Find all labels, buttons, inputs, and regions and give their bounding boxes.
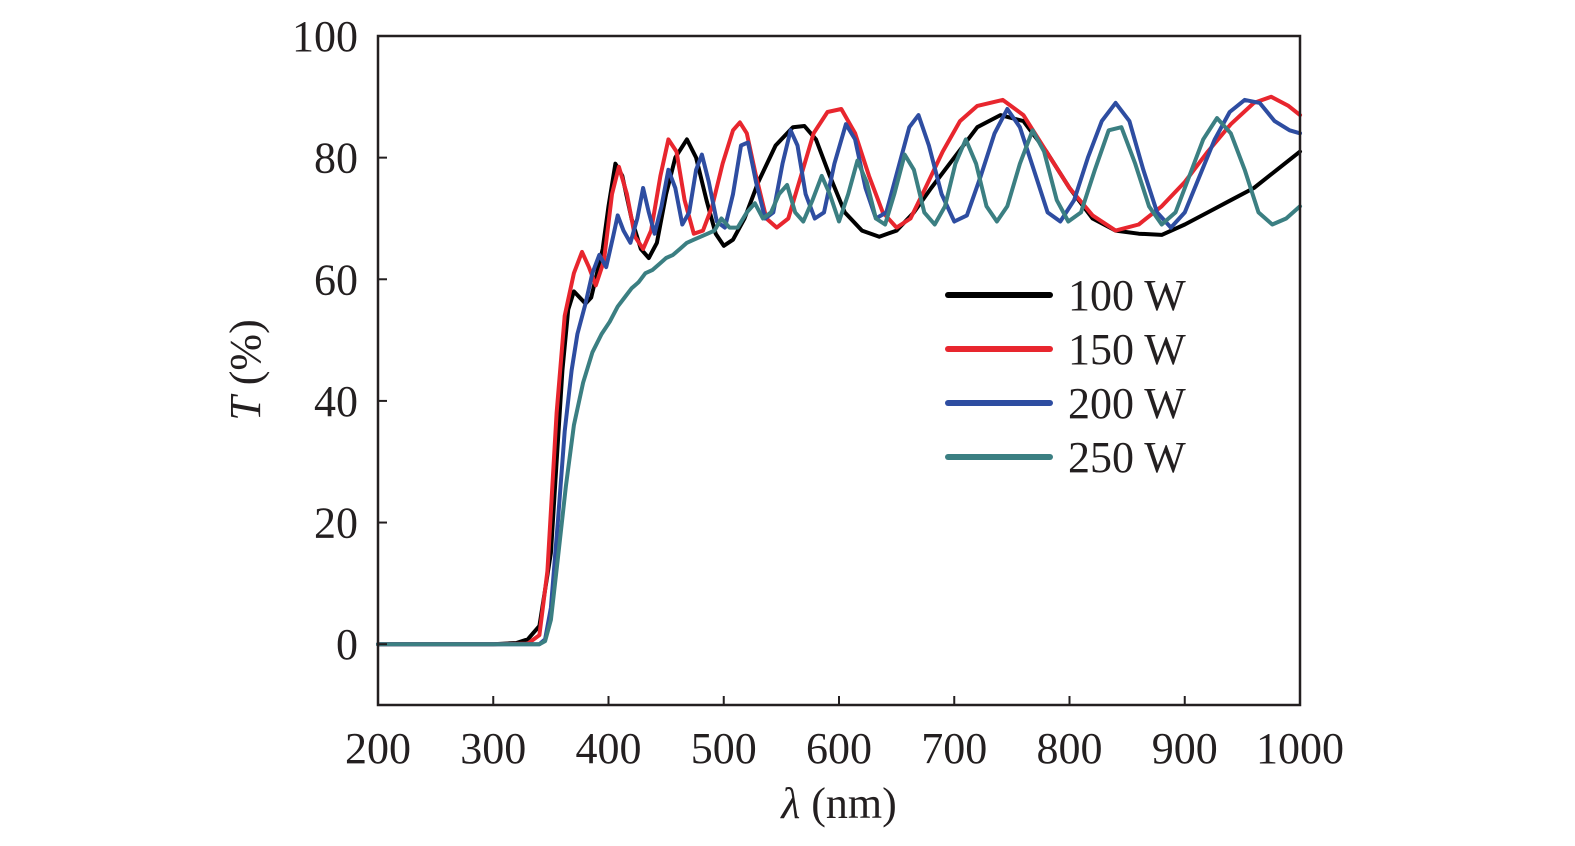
legend-label: 100 W (1068, 271, 1186, 320)
x-tick-label: 400 (576, 724, 642, 773)
y-axis-label: T (%) (221, 319, 270, 420)
legend-label: 150 W (1068, 325, 1186, 374)
y-axis-symbol: T (221, 393, 270, 421)
y-tick-label: 60 (314, 255, 358, 304)
x-tick-label: 1000 (1256, 724, 1344, 773)
series-line-250w (376, 116, 1302, 647)
x-tick-label: 600 (806, 724, 872, 773)
series-layer (376, 94, 1302, 647)
series-line-200w (376, 97, 1302, 647)
x-tick-label: 900 (1152, 724, 1218, 773)
x-tick-label: 700 (921, 724, 987, 773)
legend-label: 200 W (1068, 379, 1186, 428)
y-tick-label: 20 (314, 499, 358, 548)
y-tick-label: 0 (336, 620, 358, 669)
x-tick-label: 500 (691, 724, 757, 773)
legend: 100 W 150 W 200 W 250 W (945, 271, 1186, 482)
legend-label: 250 W (1068, 433, 1186, 482)
x-axis-label: λ (nm) (779, 779, 897, 828)
y-tick-label: 80 (314, 134, 358, 183)
x-tick-label: 200 (345, 724, 411, 773)
x-axis-symbol: λ (779, 779, 800, 828)
y-tick-label: 40 (314, 377, 358, 426)
x-tick-label: 300 (460, 724, 526, 773)
y-tick-label: 100 (292, 12, 358, 61)
y-axis-unit: (%) (221, 319, 270, 396)
ticks-layer: 200 300 400 500 600 700 800 900 1000 0 20 40 60 80 100 (292, 12, 1344, 773)
x-axis-unit: (nm) (800, 779, 897, 828)
x-tick-label: 800 (1037, 724, 1103, 773)
